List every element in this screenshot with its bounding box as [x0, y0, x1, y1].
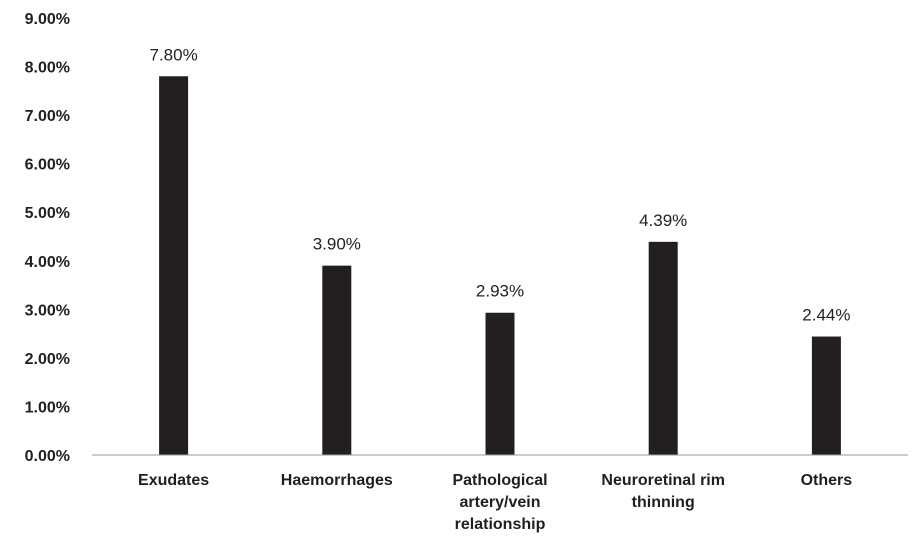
category-label: Haemorrhages: [281, 472, 393, 489]
y-tick-label: 4.00%: [25, 254, 70, 271]
category-label-line: Haemorrhages: [281, 472, 393, 489]
data-label: 2.93%: [476, 282, 524, 301]
data-labels: 7.80% 3.90% 2.93% 4.39% 2.44%: [149, 45, 850, 324]
y-tick-label: 8.00%: [25, 60, 70, 77]
data-label: 4.39%: [639, 211, 687, 230]
y-tick-label: 1.00%: [25, 399, 70, 416]
category-label-line: Others: [801, 472, 853, 489]
y-axis-ticks: 0.00% 1.00% 2.00% 3.00% 4.00% 5.00% 6.00% 7.00%…: [25, 11, 70, 465]
data-label: 3.90%: [313, 235, 361, 254]
bars: [159, 76, 841, 456]
bar: [648, 241, 678, 455]
y-tick-label: 5.00%: [25, 205, 70, 222]
bar: [811, 336, 841, 455]
bar: [159, 76, 189, 456]
y-tick-label: 7.00%: [25, 108, 70, 125]
y-tick-label: 9.00%: [25, 11, 70, 28]
category-label: Exudates: [138, 472, 209, 489]
category-label-line: Pathological: [452, 472, 547, 489]
category-label-line: Neuroretinal rim: [601, 472, 725, 489]
bar: [322, 265, 352, 455]
y-tick-label: 6.00%: [25, 157, 70, 174]
category-label-line: relationship: [455, 516, 546, 533]
category-label: Neuroretinal rim thinning: [601, 472, 725, 511]
x-axis-labels: Exudates Haemorrhages Pathological artery/v…: [138, 472, 852, 533]
bar: [485, 312, 515, 455]
category-label: Others: [801, 472, 853, 489]
category-label: Pathological artery/vein relationship: [452, 472, 547, 533]
y-tick-label: 0.00%: [25, 448, 70, 465]
category-label-line: thinning: [632, 494, 695, 511]
category-label-line: artery/vein: [460, 494, 541, 511]
y-tick-label: 3.00%: [25, 302, 70, 319]
data-label: 7.80%: [149, 45, 197, 64]
category-label-line: Exudates: [138, 472, 209, 489]
data-label: 2.44%: [802, 306, 850, 325]
y-tick-label: 2.00%: [25, 351, 70, 368]
